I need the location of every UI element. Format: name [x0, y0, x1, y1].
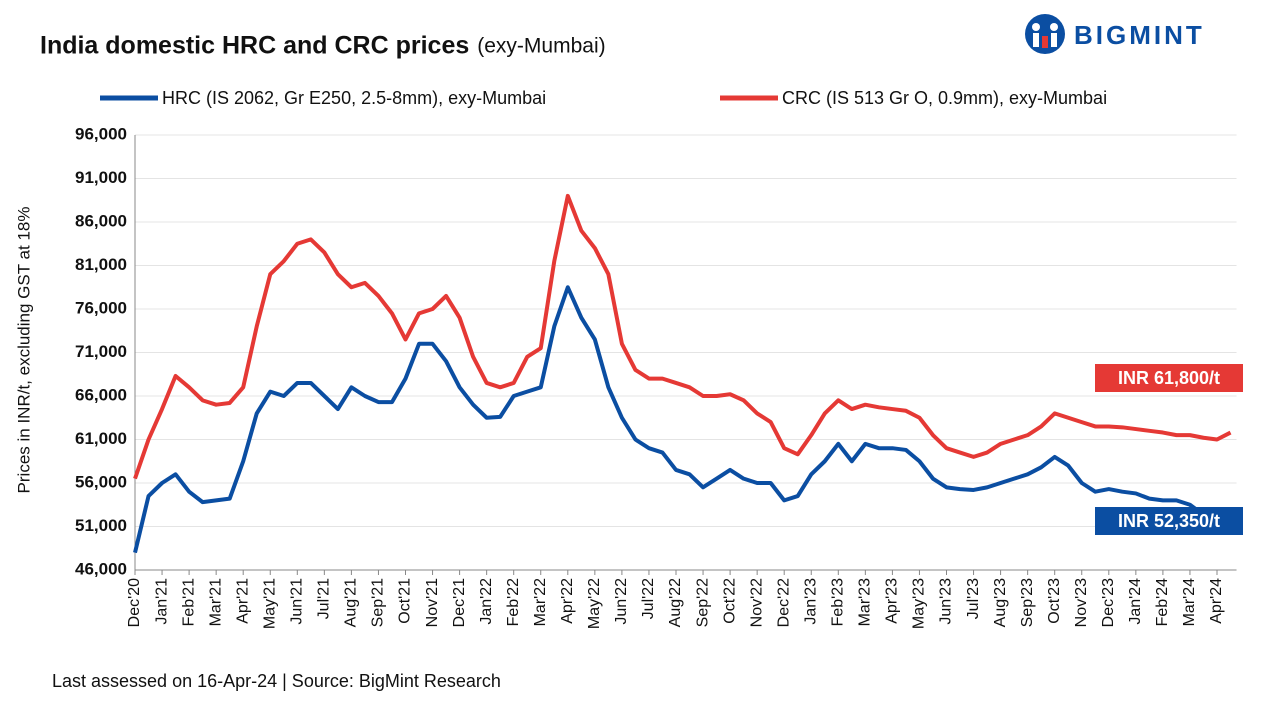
- x-tick-label: Sep'21: [370, 578, 387, 627]
- y-tick-label: 86,000: [75, 211, 127, 230]
- x-tick-label: Dec'22: [775, 578, 792, 627]
- x-tick-label: Jul'21: [316, 578, 333, 619]
- legend-label: CRC (IS 513 Gr O, 0.9mm), exy-Mumbai: [782, 88, 1107, 108]
- annotation-box: [1095, 364, 1243, 392]
- x-tick-label: Feb'23: [830, 578, 847, 627]
- x-tick-label: Dec'23: [1100, 578, 1117, 627]
- chart-subtitle: (exy-Mumbai): [477, 35, 605, 58]
- annotation: INR 61,800/t: [1095, 364, 1243, 392]
- x-tick-label: Sep'23: [1019, 578, 1036, 627]
- x-tick-label: May'23: [911, 578, 928, 629]
- y-tick-label: 91,000: [75, 168, 127, 187]
- x-tick-label: Aug'21: [343, 578, 360, 627]
- x-tick-label: Jan'22: [478, 578, 495, 625]
- logo: BIGMINT: [1025, 14, 1205, 54]
- x-tick-label: Dec'21: [451, 578, 468, 627]
- annotation-text: INR 61,800/t: [1118, 368, 1220, 388]
- x-tick-label: Jan'21: [153, 578, 170, 625]
- y-tick-label: 56,000: [75, 472, 127, 491]
- x-tick-label: Jan'23: [802, 578, 819, 625]
- x-tick-label: Jul'22: [640, 578, 657, 619]
- annotation-box: [1095, 507, 1243, 535]
- y-tick-label: 96,000: [75, 124, 127, 143]
- y-axis-label: Prices in INR/t, excluding GST at 18%: [14, 207, 33, 494]
- y-tick-label: 81,000: [75, 255, 127, 274]
- series-line: [133, 285, 1205, 554]
- chart-title: India domestic HRC and CRC prices: [40, 32, 469, 60]
- x-tick-label: Jun'21: [289, 578, 306, 625]
- x-tick-label: Jul'23: [965, 578, 982, 619]
- series-line: [133, 193, 1232, 480]
- y-tick-label: 66,000: [75, 385, 127, 404]
- x-tick-label: Apr'22: [559, 578, 576, 624]
- x-tick-label: Dec'20: [126, 578, 143, 627]
- x-tick-label: Oct'22: [721, 578, 738, 624]
- x-tick-label: Apr'21: [234, 578, 251, 624]
- x-tick-label: Mar'22: [532, 578, 549, 627]
- x-tick-label: Feb'24: [1154, 578, 1171, 627]
- y-tick-label: 46,000: [75, 559, 127, 578]
- y-tick-label: 71,000: [75, 342, 127, 361]
- x-tick-label: Aug'23: [992, 578, 1009, 627]
- annotation: INR 52,350/t: [1095, 507, 1243, 535]
- x-tick-label: Oct'23: [1046, 578, 1063, 624]
- footer: Last assessed on 16-Apr-24 | Source: Big…: [52, 671, 501, 691]
- x-tick-label: Mar'24: [1181, 578, 1198, 627]
- x-tick-label: Feb'21: [180, 578, 197, 627]
- x-tick-label: Aug'22: [667, 578, 684, 627]
- x-tick-label: Oct'21: [397, 578, 414, 624]
- x-tick-label: May'22: [586, 578, 603, 629]
- x-tick-label: Feb'22: [505, 578, 522, 627]
- x-tick-label: Jan'24: [1127, 578, 1144, 625]
- y-tick-label: 76,000: [75, 298, 127, 317]
- x-tick-label: Nov'21: [424, 578, 441, 627]
- annotation-text: INR 52,350/t: [1118, 511, 1220, 531]
- y-tick-label: 51,000: [75, 516, 127, 535]
- legend-label: HRC (IS 2062, Gr E250, 2.5-8mm), exy-Mum…: [162, 88, 546, 108]
- x-tick-label: Apr'23: [884, 578, 901, 624]
- x-tick-label: May'21: [261, 578, 278, 629]
- brand: BIGMINT: [1074, 20, 1205, 50]
- x-tick-label: Nov'23: [1073, 578, 1090, 627]
- x-tick-label: Nov'22: [748, 578, 765, 627]
- x-tick-label: Mar'21: [207, 578, 224, 627]
- x-tick-label: Jun'23: [938, 578, 955, 625]
- x-tick-label: Mar'23: [857, 578, 874, 627]
- y-tick-label: 61,000: [75, 429, 127, 448]
- x-tick-label: Jun'22: [613, 578, 630, 625]
- x-tick-label: Apr'24: [1208, 578, 1225, 624]
- x-tick-label: Sep'22: [694, 578, 711, 627]
